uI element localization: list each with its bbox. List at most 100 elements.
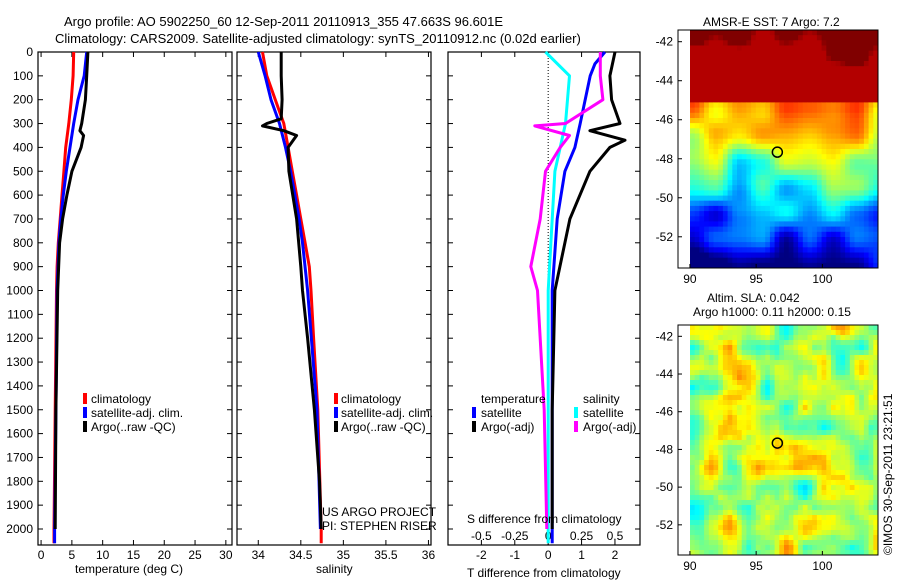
map-cell: [784, 485, 790, 491]
map-cell: [849, 174, 855, 181]
map-cell: [774, 495, 780, 501]
map-cell: [798, 375, 804, 381]
map-cell: [751, 390, 757, 396]
map-cell: [722, 325, 728, 331]
map-cell: [732, 355, 738, 361]
map-cell: [727, 405, 733, 411]
map-cell: [690, 169, 696, 176]
map-cell: [708, 200, 714, 207]
map-cell: [746, 510, 752, 516]
map-cell: [840, 500, 846, 506]
map-cell: [718, 400, 724, 406]
map-cell: [798, 450, 804, 456]
map-cell: [713, 242, 719, 248]
map-cell: [727, 380, 733, 386]
map-cell: [718, 525, 724, 531]
map-cell: [835, 61, 841, 67]
map-cell: [840, 66, 846, 72]
map-cell: [741, 133, 747, 140]
map-cell: [807, 257, 813, 264]
map-cell: [713, 205, 719, 212]
map-cell: [746, 231, 752, 238]
map-cell: [746, 185, 752, 191]
map-cell: [727, 66, 733, 72]
map-cell: [812, 112, 818, 119]
map-cell: [722, 505, 728, 511]
map-cell: [816, 257, 822, 264]
map-cell: [727, 435, 733, 441]
map-cell: [845, 128, 851, 134]
map-cell: [727, 55, 733, 62]
salinity-annotation-1: US ARGO PROJECT: [322, 505, 437, 519]
map-cell: [816, 174, 822, 181]
map-cell: [704, 525, 710, 531]
map-cell: [699, 350, 705, 356]
map-cell: [704, 252, 710, 259]
legend-swatch-t-argo: [472, 421, 476, 432]
map-cell: [694, 365, 700, 371]
map-cell: [732, 102, 738, 108]
map-cell: [854, 174, 860, 181]
map-cell: [849, 480, 855, 486]
map-cell: [793, 226, 799, 233]
map-cell: [760, 190, 766, 196]
map-cell: [873, 138, 879, 145]
map-cell: [737, 535, 743, 541]
map-cell: [774, 460, 780, 466]
map-cell: [713, 247, 719, 253]
map-cell: [802, 390, 808, 396]
map-cell: [694, 530, 700, 536]
map-cell: [863, 40, 869, 46]
map-cell: [699, 375, 705, 381]
map-cell: [774, 257, 780, 264]
map-cell: [868, 128, 874, 134]
map-cell: [727, 370, 733, 376]
map-cell: [699, 395, 705, 401]
map-cell: [769, 71, 775, 77]
map-cell: [863, 76, 869, 83]
map-cell: [746, 81, 752, 88]
map-cell: [708, 485, 714, 491]
map-cell: [737, 30, 743, 36]
map-cell: [737, 128, 743, 134]
map-cell: [704, 205, 710, 212]
map-cell: [713, 375, 719, 381]
map-cell: [779, 350, 785, 356]
map-cell: [854, 185, 860, 191]
map-cell: [704, 262, 710, 269]
map-cell: [826, 231, 832, 238]
map-cell: [727, 475, 733, 481]
map-cell: [713, 475, 719, 481]
map-cell: [831, 190, 837, 196]
map-cell: [779, 365, 785, 371]
map-cell: [699, 480, 705, 486]
map-cell: [727, 325, 733, 331]
map-cell: [816, 185, 822, 191]
map-cell: [779, 530, 785, 536]
map-cell: [769, 460, 775, 466]
map-cell: [840, 385, 846, 391]
map-cell: [859, 535, 865, 541]
map-cell: [793, 490, 799, 496]
map-cell: [690, 190, 696, 196]
map-cell: [704, 405, 710, 411]
map-cell: [690, 226, 696, 233]
map-cell: [831, 107, 837, 114]
map-cell: [859, 530, 865, 536]
map-cell: [840, 435, 846, 441]
map-cell: [788, 133, 794, 140]
map-cell: [784, 200, 790, 207]
map-cell: [863, 200, 869, 207]
map-cell: [741, 350, 747, 356]
map-cell: [737, 460, 743, 466]
map-cell: [746, 550, 752, 556]
map-cell: [751, 480, 757, 486]
map-cell: [798, 143, 804, 150]
map-cell: [746, 340, 752, 346]
map-cell: [713, 30, 719, 36]
map-cell: [699, 81, 705, 88]
map-cell: [732, 395, 738, 401]
map-cell: [863, 133, 869, 140]
map-cell: [802, 355, 808, 361]
